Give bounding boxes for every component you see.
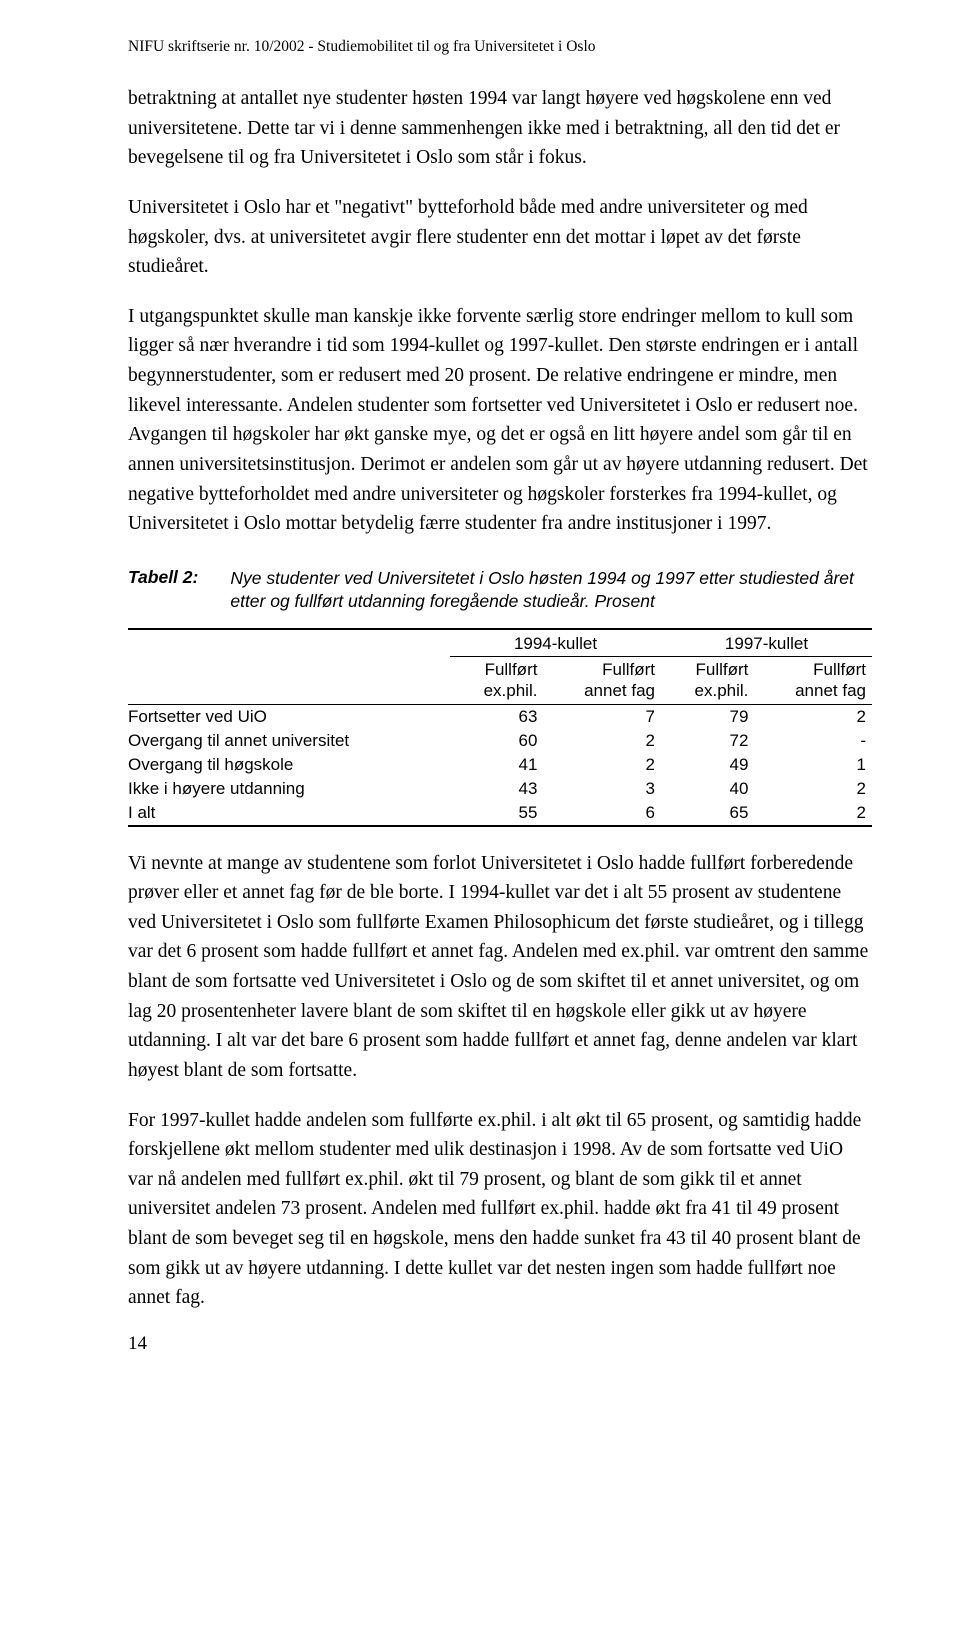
running-header: NIFU skriftserie nr. 10/2002 - Studiemob… [128,38,872,56]
table-sub-head: Fullførtannet fag [543,657,661,705]
table-cell: 6 [543,801,661,826]
row-label: Overgang til annet universitet [128,729,450,753]
table-cell: 3 [543,777,661,801]
table-cell: 2 [754,704,872,729]
table-row: Overgang til høgskole 41 2 49 1 [128,753,872,777]
table-cell: 60 [450,729,543,753]
table-group-head: 1994-kullet [450,629,661,657]
table-cell: 55 [450,801,543,826]
body-paragraph: betraktning at antallet nye studenter hø… [128,84,872,173]
table-sub-head: Fullførtex.phil. [661,657,754,705]
table-cell: - [754,729,872,753]
table-header-empty [128,629,450,657]
table-sub-head: Fullførtex.phil. [450,657,543,705]
table-cell: 1 [754,753,872,777]
data-table: 1994-kullet 1997-kullet Fullførtex.phil.… [128,628,872,827]
body-paragraph: Vi nevnte at mange av studentene som for… [128,849,872,1086]
table-cell: 63 [450,704,543,729]
table-caption-row: Tabell 2: Nye studenter ved Universitete… [128,567,872,614]
table-cell: 2 [543,729,661,753]
table-cell: 43 [450,777,543,801]
table-row: Fortsetter ved UiO 63 7 79 2 [128,704,872,729]
table-cell: 2 [754,777,872,801]
table-caption: Nye studenter ved Universitetet i Oslo h… [230,567,872,614]
table-row: Overgang til annet universitet 60 2 72 - [128,729,872,753]
table-cell: 7 [543,704,661,729]
table-cell: 40 [661,777,754,801]
row-label: Ikke i høyere utdanning [128,777,450,801]
table-block: Tabell 2: Nye studenter ved Universitete… [128,567,872,827]
row-label: Fortsetter ved UiO [128,704,450,729]
table-cell: 65 [661,801,754,826]
table-label: Tabell 2: [128,567,198,588]
table-header-empty [128,657,450,705]
row-label: I alt [128,801,450,826]
table-cell: 49 [661,753,754,777]
table-sub-head: Fullførtannet fag [754,657,872,705]
table-group-head: 1997-kullet [661,629,872,657]
table-cell: 41 [450,753,543,777]
page-number: 14 [128,1333,872,1355]
table-cell: 79 [661,704,754,729]
table-cell: 2 [754,801,872,826]
body-paragraph: For 1997-kullet hadde andelen som fullfø… [128,1106,872,1313]
table-cell: 72 [661,729,754,753]
body-paragraph: I utgangspunktet skulle man kanskje ikke… [128,302,872,539]
table-row: Ikke i høyere utdanning 43 3 40 2 [128,777,872,801]
row-label: Overgang til høgskole [128,753,450,777]
table-row: I alt 55 6 65 2 [128,801,872,826]
body-paragraph: Universitetet i Oslo har et "negativt" b… [128,193,872,282]
table-cell: 2 [543,753,661,777]
